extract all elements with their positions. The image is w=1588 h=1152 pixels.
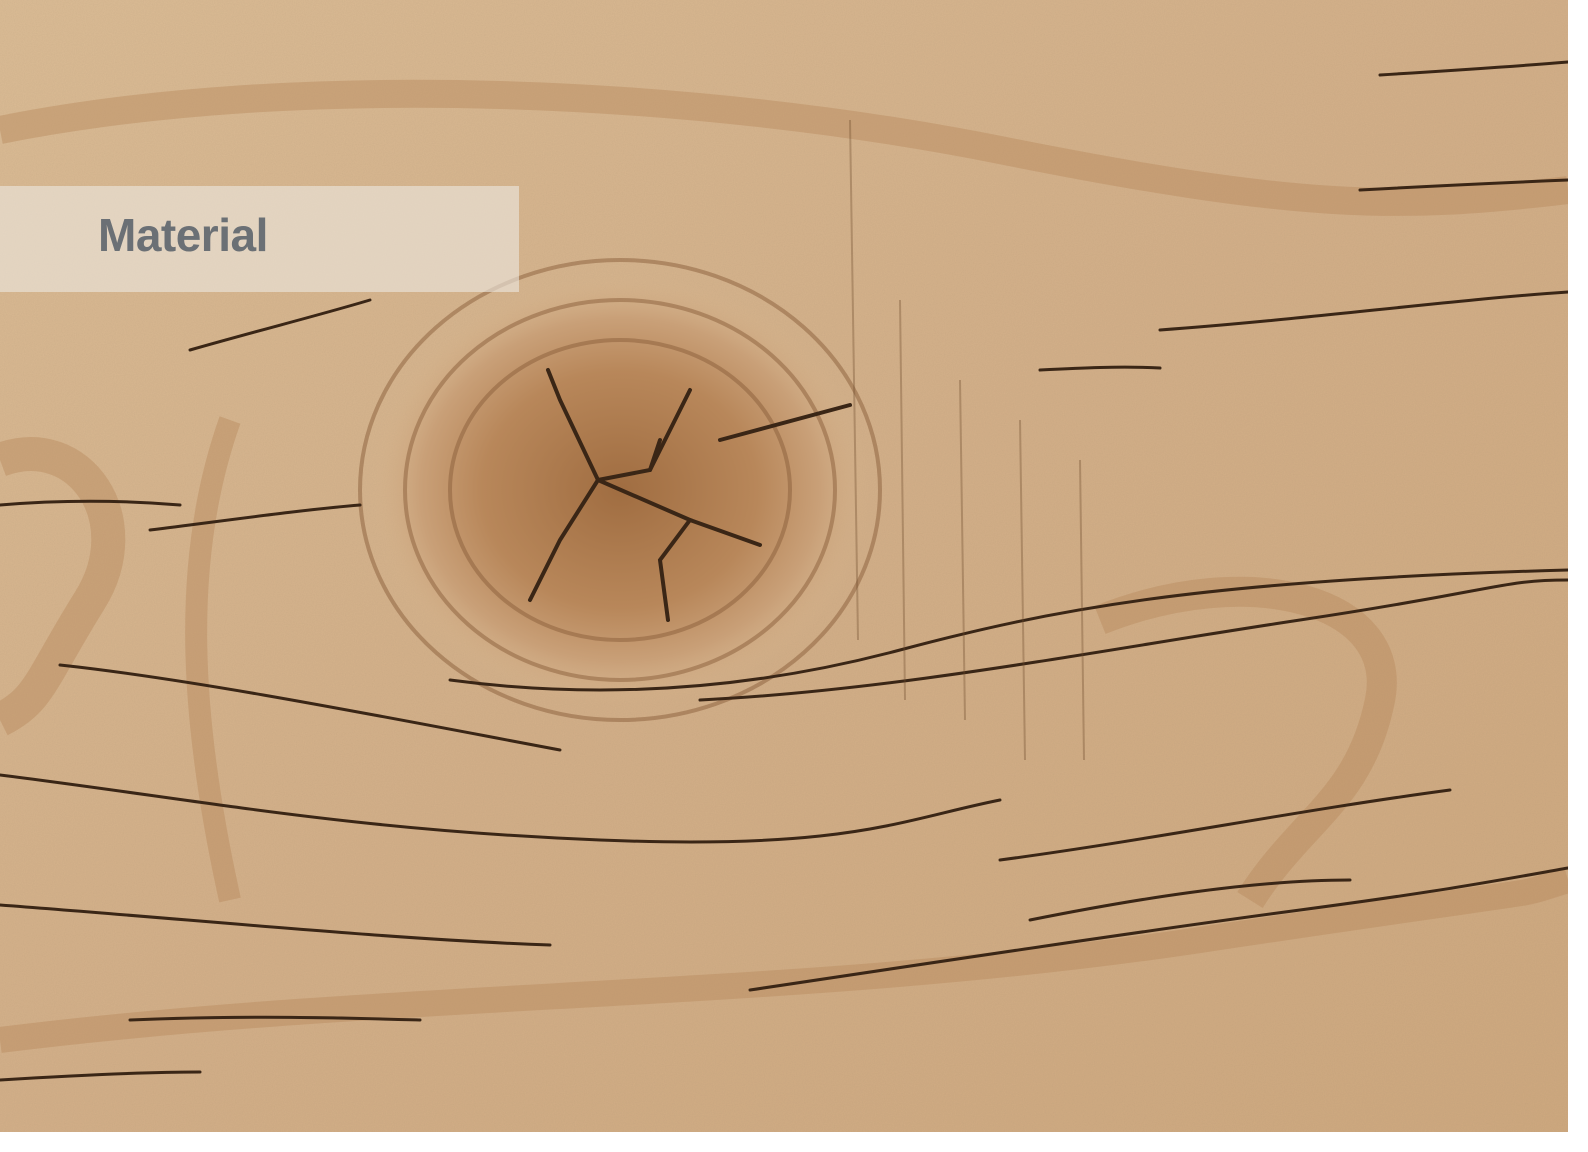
material-label: Material: [98, 209, 268, 261]
grain-bands: [0, 79, 1568, 1053]
saw-marks: [849, 119, 1085, 761]
wood-texture-photo: [0, 0, 1568, 1132]
grain-cracks: [0, 60, 1568, 1082]
label-band: [0, 186, 519, 292]
knot-cracks: [528, 368, 852, 622]
wood-grain-illustration: [0, 0, 1568, 1132]
knot-rings: [358, 258, 882, 722]
